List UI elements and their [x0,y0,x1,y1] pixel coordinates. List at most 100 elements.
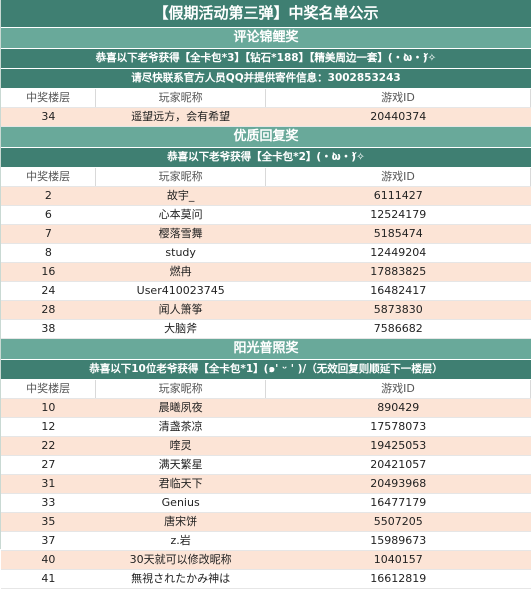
table-row: 34 遥望远方，会有希望 20440374 [1,108,531,127]
table-header: 中奖楼层 玩家昵称 游戏ID [1,89,531,108]
header-nickname: 玩家昵称 [96,168,266,186]
cell-nickname: 故宇_ [166,189,195,202]
table-body-koi: 34 遥望远方，会有希望 20440374 [1,108,531,127]
cell-game-id: 20440374 [370,110,427,123]
header-game-id: 游戏ID [266,380,531,398]
prize-note-sunshine: 恭喜以下10位老爷获得【全卡包*1】(๑' ᵕ ' )/（无效回复则顺延下一楼层… [1,360,531,380]
table-row: 28 闻人箫筝 5873830 [1,301,531,320]
cell-floor: 24 [41,284,56,297]
cell-floor: 12 [41,420,56,433]
table-row: 7 樱落雪舞 5185474 [1,225,531,244]
table-row: 24 User410023745 16482417 [1,282,531,301]
page-title: 【假期活动第三弹】中奖名单公示 [1,0,531,28]
cell-nickname: 满天繁星 [158,458,203,471]
table-row: 35 唐宋饼 5507205 [1,513,531,532]
cell-nickname: 心本莫问 [158,208,203,221]
cell-game-id: 7586682 [373,322,423,335]
table-row: 12 清盏茶凉 17578073 [1,418,531,437]
table-row: 33 Genius 16477179 [1,494,531,513]
cell-game-id: 6111427 [373,189,423,202]
table-header: 中奖楼层 玩家昵称 游戏ID [1,168,531,187]
cell-floor: 7 [44,227,52,240]
contact-note: 请尽快联系官方人员QQ并提供寄件信息：3002853243 [1,69,531,89]
cell-game-id: 16477179 [370,496,427,509]
prize-note-koi: 恭喜以下老爷获得【全卡包*3】【钻石*188】【精美周边一套】(・̀ω・́)✧ [1,49,531,69]
cell-nickname: 樱落雪舞 [158,227,203,240]
cell-floor: 40 [41,553,56,566]
cell-floor: 31 [41,477,56,490]
cell-floor: 10 [41,401,56,414]
cell-nickname: 遥望远方，会有希望 [131,110,231,123]
cell-floor: 16 [41,265,56,278]
header-nickname: 玩家昵称 [96,89,266,107]
section-title-koi: 评论锦鲤奖 [1,28,531,49]
cell-game-id: 17578073 [370,420,427,433]
cell-nickname: 闻人箫筝 [158,303,203,316]
cell-floor: 2 [44,189,52,202]
header-floor: 中奖楼层 [1,380,97,398]
cell-game-id: 20493968 [370,477,427,490]
cell-game-id: 20421057 [370,458,427,471]
table-row: 2 故宇_ 6111427 [1,187,531,206]
cell-nickname: Genius [161,496,200,509]
cell-nickname: 君临天下 [158,477,203,490]
header-game-id: 游戏ID [266,168,531,186]
table-row: 40 30天就可以修改昵称 1040157 [1,551,531,570]
table-row: 10 晨曦夙夜 890429 [1,399,531,418]
cell-game-id: 12524179 [370,208,427,221]
table-row: 8 study 12449204 [1,244,531,263]
cell-floor: 35 [41,515,56,528]
cell-game-id: 5507205 [373,515,423,528]
cell-floor: 28 [41,303,56,316]
section-title-quality: 优质回复奖 [1,127,531,148]
cell-game-id: 12449204 [370,246,427,259]
section-title-sunshine: 阳光普照奖 [1,339,531,360]
header-floor: 中奖楼层 [1,89,97,107]
prize-note-quality: 恭喜以下老爷获得【全卡包*2】(・̀ω・́)✧ [1,148,531,168]
header-floor: 中奖楼层 [1,168,97,186]
cell-game-id: 5185474 [373,227,423,240]
table-header: 中奖楼层 玩家昵称 游戏ID [1,380,531,399]
table-row: 22 喹灵 19425053 [1,437,531,456]
cell-nickname: 30天就可以修改昵称 [129,553,232,566]
cell-nickname: User410023745 [136,284,225,297]
cell-game-id: 5873830 [373,303,423,316]
cell-floor: 38 [41,322,56,335]
cell-nickname: 清盏茶凉 [158,420,203,433]
cell-game-id: 15989673 [370,534,427,547]
cell-nickname: 喹灵 [169,439,192,452]
table-row: 38 大脑斧 7586682 [1,320,531,339]
cell-game-id: 1040157 [373,553,423,566]
cell-game-id: 16482417 [370,284,427,297]
header-game-id: 游戏ID [266,89,531,107]
table-row: 16 燃冉 17883825 [1,263,531,282]
cell-floor: 8 [44,246,52,259]
header-nickname: 玩家昵称 [96,380,266,398]
cell-nickname: z.岩 [170,534,191,547]
table-row: 27 满天繁星 20421057 [1,456,531,475]
cell-game-id: 16612819 [370,572,427,585]
cell-game-id: 17883825 [370,265,427,278]
table-row: 37 z.岩 15989673 [1,532,531,551]
cell-floor: 34 [41,110,56,123]
cell-floor: 37 [41,534,56,547]
cell-game-id: 890429 [377,401,420,414]
cell-nickname: 大脑斧 [164,322,198,335]
table-row: 31 君临天下 20493968 [1,475,531,494]
cell-floor: 27 [41,458,56,471]
table-row: 41 無視されたかみ神は 16612819 [1,570,531,589]
table-body-sunshine: 10 晨曦夙夜 890429 12 清盏茶凉 17578073 22 喹灵 19425053 27… [1,399,531,589]
cell-floor: 22 [41,439,56,452]
cell-nickname: 無視されたかみ神は [131,572,231,585]
cell-nickname: study [165,246,196,259]
cell-floor: 6 [44,208,52,221]
cell-floor: 41 [41,572,56,585]
cell-nickname: 唐宋饼 [164,515,198,528]
cell-nickname: 燃冉 [169,265,192,278]
cell-floor: 33 [41,496,56,509]
cell-game-id: 19425053 [370,439,427,452]
table-row: 6 心本莫问 12524179 [1,206,531,225]
cell-nickname: 晨曦夙夜 [158,401,203,414]
table-body-quality: 2 故宇_ 6111427 6 心本莫问 12524179 7 樱落雪舞 5185474 8 stu… [1,187,531,339]
